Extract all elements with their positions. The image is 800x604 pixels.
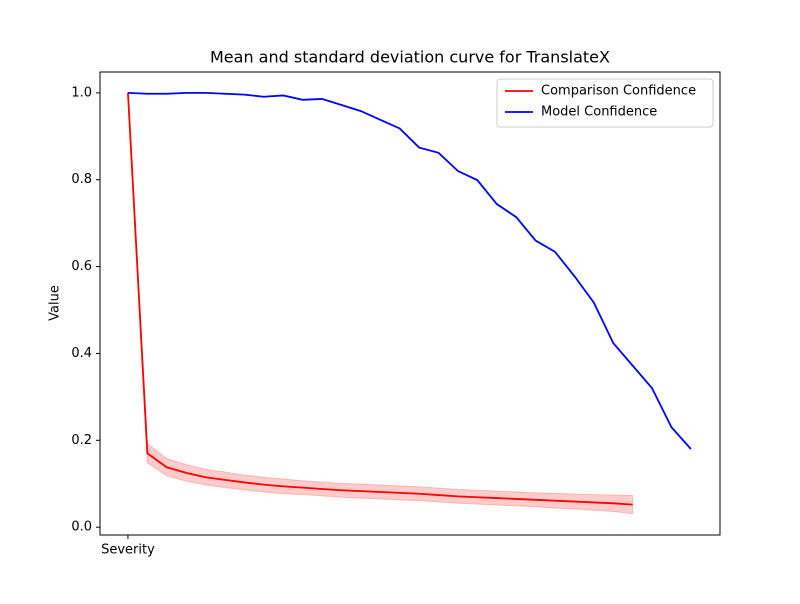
x-tick-label: Severity — [101, 543, 155, 558]
y-tick-label: 0.0 — [71, 520, 92, 535]
y-tick-label: 0.6 — [71, 259, 92, 274]
y-tick-label: 1.0 — [71, 85, 92, 100]
legend-label: Model Confidence — [541, 105, 657, 120]
legend-label: Comparison Confidence — [541, 84, 696, 99]
y-axis-label: Value — [48, 285, 63, 321]
y-tick-label: 0.2 — [71, 433, 92, 448]
y-tick-label: 0.4 — [71, 346, 92, 361]
line — [127, 91, 692, 450]
y-tick-label: 0.8 — [71, 172, 92, 187]
std-band — [127, 92, 634, 515]
line — [127, 92, 633, 506]
legend-box — [496, 78, 714, 128]
plot-frame — [99, 71, 721, 536]
chart-title: Mean and standard deviation curve for Tr… — [210, 48, 610, 67]
